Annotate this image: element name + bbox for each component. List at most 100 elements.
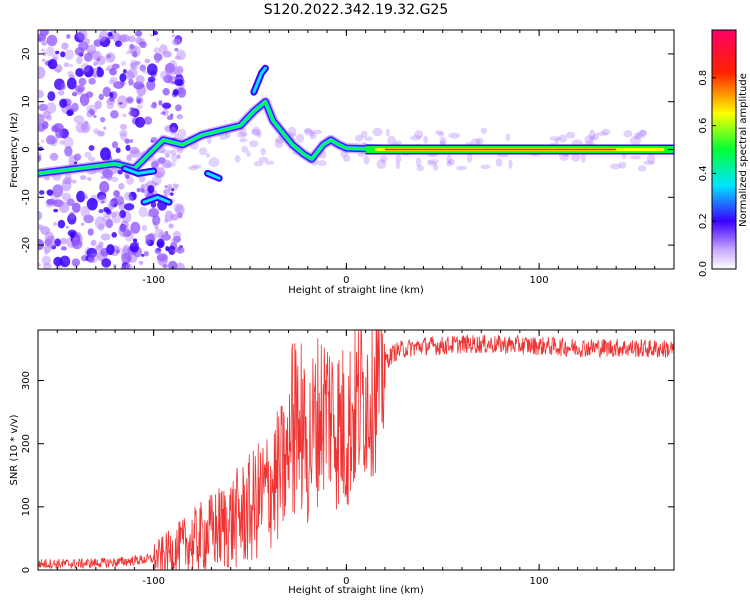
noise-blob [66,77,77,90]
noise-blob [59,237,68,245]
noise-blob [38,154,42,163]
noise-blob [38,238,45,251]
noise-blob [174,104,182,112]
noise-blob [154,225,159,230]
noise-blob [126,176,135,185]
spectrogram-heatmap [38,30,674,269]
haze-blob [633,132,643,140]
snr-x-tick-label: 100 [530,576,549,587]
noise-blob [110,76,118,83]
noise-blob [61,42,69,50]
noise-blob [168,60,178,72]
noise-blob [105,67,110,72]
noise-blob [45,46,55,57]
snr-y-tick-label: 200 [21,434,32,453]
haze-blob [565,131,576,139]
noise-blob [118,182,125,190]
noise-blob [164,210,174,222]
noise-blob [110,30,115,34]
noise-blob [115,147,121,154]
noise-blob [176,114,184,120]
noise-blob [120,132,127,141]
haze-blob [395,140,402,146]
noise-blob [113,190,120,197]
haze-blob [447,158,455,165]
colorbar-tick-label: 0.2 [698,213,709,229]
haze-blob [171,153,178,163]
noise-blob [84,151,92,158]
haze-blob [199,147,208,156]
noise-blob [81,62,90,73]
haze-blob [376,159,386,170]
noise-blob [143,116,153,125]
noise-blob [80,222,85,226]
noise-blob [157,254,169,263]
noise-blob [38,89,45,99]
spectrogram-y-tick-label: 0 [21,146,32,152]
noise-blob [111,176,119,183]
noise-blob [84,195,89,199]
noise-blob [53,208,59,213]
noise-blob [119,73,127,83]
noise-blob [136,187,141,193]
noise-blob [124,191,133,201]
noise-blob [168,223,174,229]
haze-blob [427,159,439,164]
haze-blob [637,129,648,136]
noise-blob [106,244,115,256]
noise-blob [138,260,144,265]
colorbar-frame [711,29,737,270]
haze-blob [549,136,562,141]
noise-blob [40,139,45,143]
noise-blob [175,262,185,269]
noise-blob [141,253,145,257]
haze-blob [354,134,364,142]
noise-blob [98,93,104,101]
noise-blob [173,235,181,243]
noise-blob [100,147,111,161]
noise-blob [122,69,127,74]
noise-blob [162,102,172,109]
noise-blob [161,159,172,169]
noise-blob [41,58,46,62]
noise-blob [66,34,71,39]
haze-blob [253,160,264,167]
haze-blob [434,130,444,135]
haze-blob [505,133,511,142]
snr-series-line [38,330,674,570]
noise-blob [129,242,139,253]
noise-blob [38,211,43,221]
noise-blob [150,160,160,169]
noise-blob [120,61,127,66]
noise-blob [88,252,99,263]
noise-blob [109,92,114,98]
noise-blob [97,223,105,232]
haze-blob [618,161,627,169]
noise-blob [52,53,59,61]
noise-blob [101,215,111,222]
noise-blob [120,263,131,269]
noise-blob [170,113,174,117]
noise-blob [173,202,183,212]
noise-blob [85,91,94,98]
noise-blob [174,48,179,52]
haze-blob [584,134,594,144]
noise-blob [49,152,59,161]
haze-blob [601,128,611,136]
noise-blob [90,239,97,247]
noise-blob [154,247,162,255]
noise-blob [76,55,83,65]
noise-blob [119,210,127,219]
noise-blob [163,189,167,195]
noise-blob [119,34,131,43]
noise-blob [76,190,86,203]
noise-blob [154,167,166,178]
noise-blob [60,83,66,90]
noise-blob [66,198,75,207]
noise-blob [168,260,178,269]
haze-blob [208,157,220,168]
noise-blob [93,50,103,62]
noise-blob [144,235,149,239]
colorbar-tick-label: 0.6 [698,118,709,134]
noise-blob [124,138,131,144]
